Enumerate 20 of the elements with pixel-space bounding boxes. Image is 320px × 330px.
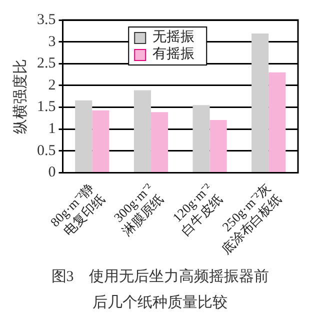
bar [210, 120, 227, 172]
bar [268, 72, 286, 172]
y-tick-label: 1.5 [37, 99, 56, 116]
y-tick-label: 0 [48, 164, 56, 181]
bar [252, 34, 269, 172]
y-tick-label: 0.5 [37, 142, 56, 159]
y-tick-label: 3 [48, 34, 56, 50]
bar [92, 110, 110, 172]
bar [192, 105, 210, 172]
y-tick-label: 3.5 [37, 12, 56, 28]
legend-label: 有摇振 [152, 46, 195, 62]
y-tick-label: 1 [48, 121, 56, 138]
text: 图3 使用无后坐力高频摇振器前后几个纸种质量比较 [50, 267, 270, 313]
legend-label: 无摇振 [152, 29, 195, 46]
bar [134, 90, 151, 172]
bar [75, 100, 92, 172]
y-axis-title: 纵横强度比 [12, 58, 29, 134]
bar [150, 112, 168, 172]
y-tick-label: 2.5 [37, 56, 56, 72]
y-tick-label: 2 [48, 77, 56, 94]
